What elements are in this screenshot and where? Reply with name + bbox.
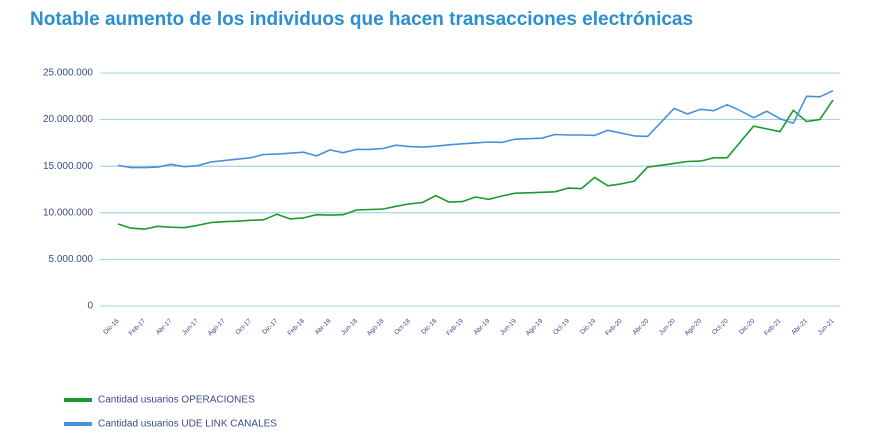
x-tick-label: Oct-18	[393, 317, 412, 336]
x-tick-label: Jun-20	[658, 317, 677, 336]
x-tick-label: Jun-18	[340, 317, 359, 336]
series-line	[117, 89, 834, 169]
x-tick-label: Jun-19	[499, 317, 518, 336]
x-tick-label: Abr-18	[314, 317, 333, 336]
x-tick-label: Abr-17	[155, 317, 174, 336]
x-tick-label: Oct-19	[552, 317, 571, 336]
y-tick-label: 15.000.000	[43, 161, 93, 172]
y-tick-label: 25.000.000	[43, 68, 93, 79]
x-tick-label: Feb-20	[604, 317, 624, 337]
x-tick-label: Ago-20	[683, 317, 703, 337]
x-tick-label: Dic-19	[579, 317, 598, 336]
x-tick-label: Ago-19	[525, 317, 545, 337]
legend-label: Cantidad usuarios OPERACIONES	[98, 395, 255, 406]
x-tick-label: Feb-21	[763, 317, 783, 337]
x-tick-label: Dic-17	[261, 317, 280, 336]
x-tick-label: Feb-18	[286, 317, 306, 337]
x-tick-label: Feb-17	[128, 317, 148, 337]
x-tick-label: Jun-17	[181, 317, 200, 336]
x-tick-label: Oct-17	[234, 317, 253, 336]
x-tick-label: Ago-18	[366, 317, 386, 337]
x-tick-label: Abr-21	[790, 317, 809, 336]
x-tick-label: Dic-16	[102, 317, 121, 336]
x-tick-label: Abr-19	[473, 317, 492, 336]
y-tick-label: 0	[87, 301, 93, 312]
series-line	[117, 99, 834, 230]
x-tick-label: Dic-20	[738, 317, 757, 336]
x-tick-label: Abr-20	[632, 317, 651, 336]
legend-label: Cantidad usuarios UDE LINK CANALES	[98, 419, 277, 430]
x-tick-label: Jun-21	[817, 317, 836, 336]
y-tick-label: 20.000.000	[43, 114, 93, 125]
chart-title: Notable aumento de los individuos que ha…	[30, 9, 693, 30]
x-tick-label: Feb-19	[445, 317, 465, 337]
x-tick-label: Ago-17	[207, 317, 227, 337]
y-tick-label: 5.000.000	[49, 254, 94, 265]
x-tick-label: Oct-20	[711, 317, 730, 336]
y-tick-label: 10.000.000	[43, 207, 93, 218]
x-tick-label: Dic-18	[420, 317, 439, 336]
